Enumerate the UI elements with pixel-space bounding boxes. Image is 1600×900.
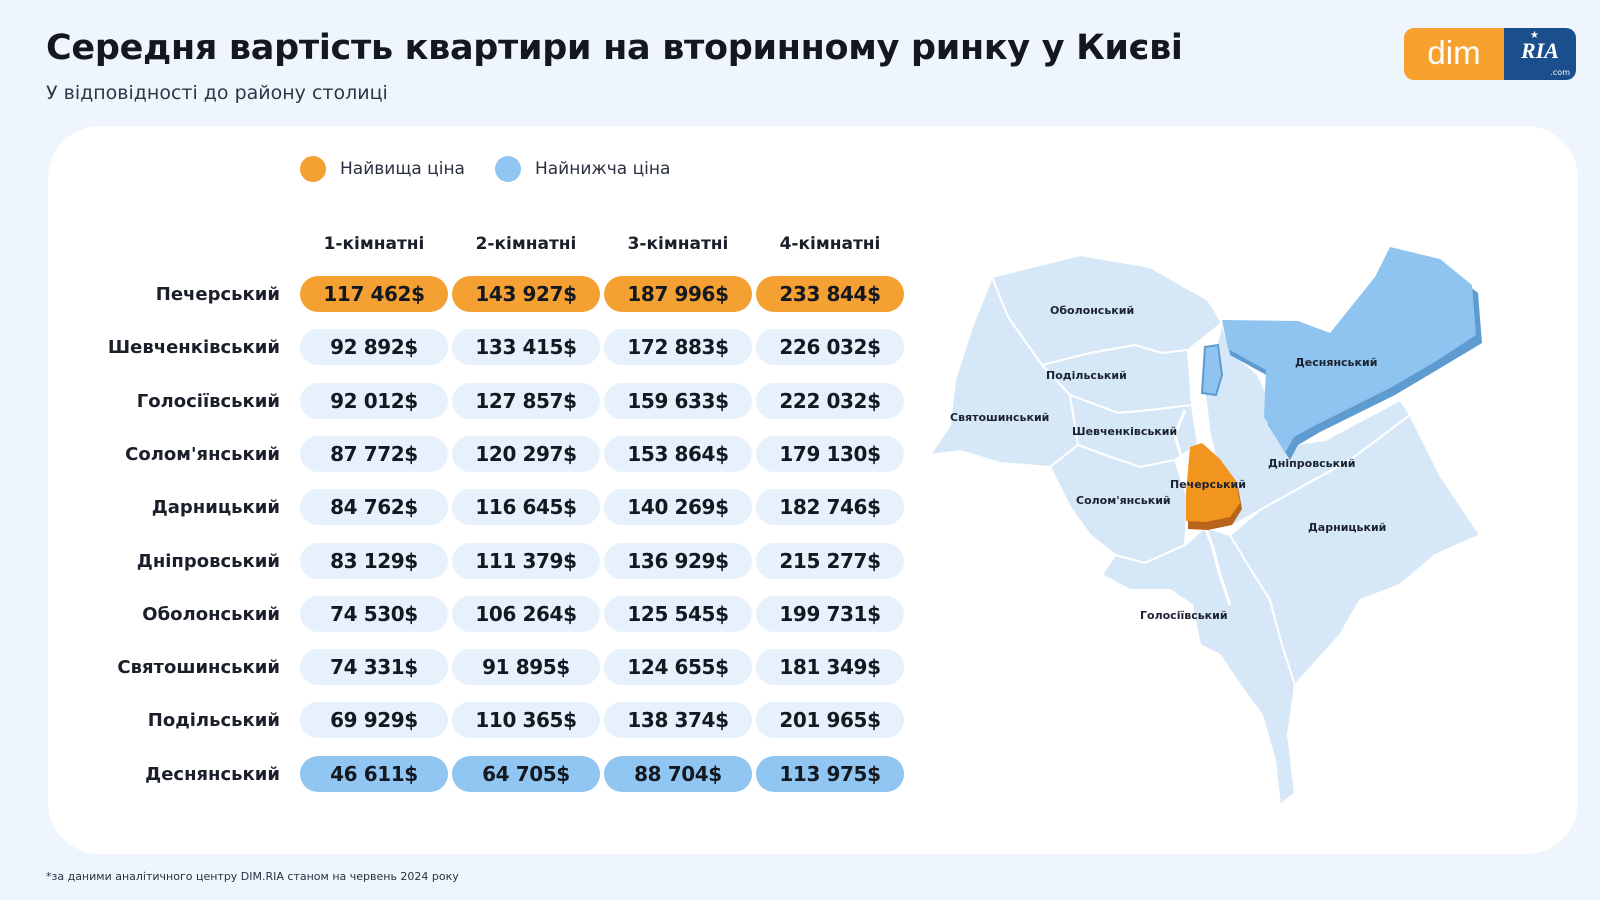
price-cell: 64 705$ bbox=[452, 756, 600, 792]
legend-highest-label: Найвища ціна bbox=[340, 159, 465, 179]
price-cell: 92 892$ bbox=[300, 329, 448, 365]
table-row: Деснянський 46 611$ 64 705$ 88 704$ 113 975$ bbox=[145, 756, 1210, 794]
price-cell: 222 032$ bbox=[756, 383, 904, 419]
logo-com-text: .com bbox=[1550, 68, 1570, 77]
price-cell: 124 655$ bbox=[604, 649, 752, 685]
district-label: Подільський bbox=[147, 710, 280, 731]
map-label-solomianskyi: Солом'янський bbox=[1076, 494, 1171, 507]
price-cell: 69 929$ bbox=[300, 702, 448, 738]
table-row: Святошинський 74 331$ 91 895$ 124 655$ 181 3… bbox=[117, 649, 1210, 687]
price-cell: 140 269$ bbox=[604, 489, 752, 525]
map-label-holosiivskyi: Голосіївський bbox=[1140, 609, 1228, 622]
price-cell: 159 633$ bbox=[604, 383, 752, 419]
price-cell: 87 772$ bbox=[300, 436, 448, 472]
table-row: Дарницький 84 762$ 116 645$ 140 269$ 182 746… bbox=[152, 489, 1210, 527]
legend-lowest-label: Найнижча ціна bbox=[534, 159, 671, 179]
price-cell: 74 331$ bbox=[300, 649, 448, 685]
map-label-darnytskyi: Дарницький bbox=[1308, 521, 1386, 534]
footnote: *за даними аналітичного центру DIM.RIA с… bbox=[46, 870, 459, 883]
price-cell: 136 929$ bbox=[604, 543, 752, 579]
table-row: Оболонський 74 530$ 106 264$ 125 545$ 199 73… bbox=[142, 596, 1210, 634]
dim-ria-logo[interactable]: dim ★ RIA .com bbox=[1404, 28, 1576, 80]
page-subtitle: У відповідності до району столиці bbox=[46, 82, 388, 104]
map-island bbox=[1200, 343, 1224, 397]
price-cell: 88 704$ bbox=[604, 756, 752, 792]
map-district-pecherskyi[interactable] bbox=[1186, 443, 1240, 522]
price-cell: 215 277$ bbox=[756, 543, 904, 579]
price-cell: 110 365$ bbox=[452, 702, 600, 738]
table-row: Солом'янський 87 772$ 120 297$ 153 864$ 179 … bbox=[125, 436, 1210, 474]
price-cell: 226 032$ bbox=[756, 329, 904, 365]
district-label: Оболонський bbox=[142, 604, 280, 625]
price-cell: 181 349$ bbox=[756, 649, 904, 685]
column-header: 2-кімнатні bbox=[475, 234, 577, 254]
map-district-desnianskyi[interactable] bbox=[1222, 247, 1476, 453]
price-cell: 46 611$ bbox=[300, 756, 448, 792]
column-header: 1-кімнатні bbox=[323, 234, 425, 254]
district-label: Святошинський bbox=[117, 657, 280, 678]
map-label-desnianskyi: Деснянський bbox=[1295, 356, 1377, 369]
table-row: Дніпровський 83 129$ 111 379$ 136 929$ 215 2… bbox=[137, 543, 1210, 581]
legend-highest-swatch bbox=[300, 156, 326, 182]
price-cell: 182 746$ bbox=[756, 489, 904, 525]
price-cell: 125 545$ bbox=[604, 596, 752, 632]
map-label-shevchenkivskyi: Шевченківський bbox=[1072, 425, 1177, 438]
column-header: 3-кімнатні bbox=[627, 234, 729, 254]
legend-lowest-swatch bbox=[494, 156, 521, 182]
legend-highest: Найвища ціна bbox=[300, 156, 465, 182]
table-row: Печерський 117 462$ 143 927$ 187 996$ 233 84… bbox=[156, 276, 1210, 314]
logo-ria: ★ RIA .com bbox=[1504, 28, 1576, 80]
price-cell: 233 844$ bbox=[756, 276, 904, 312]
logo-dim: dim bbox=[1404, 28, 1504, 80]
map-district-darnytskyi[interactable] bbox=[1228, 413, 1482, 687]
page-title: Середня вартість квартири на вторинному … bbox=[46, 28, 1183, 68]
kyiv-district-map: Оболонський Подільський Святошинський Ше… bbox=[930, 247, 1482, 807]
price-cell: 91 895$ bbox=[452, 649, 600, 685]
map-label-podilskyi: Подільський bbox=[1046, 369, 1127, 382]
map-label-dniprovskyi: Дніпровський bbox=[1268, 457, 1356, 470]
price-cell: 84 762$ bbox=[300, 489, 448, 525]
map-district-holosiivskyi[interactable] bbox=[1100, 525, 1297, 807]
table-row: Шевченківський 92 892$ 133 415$ 172 883$ 226… bbox=[108, 329, 1210, 367]
district-label: Солом'янський bbox=[125, 444, 280, 465]
district-label: Печерський bbox=[155, 284, 280, 305]
price-cell: 201 965$ bbox=[756, 702, 904, 738]
table-row: Подільський 69 929$ 110 365$ 138 374$ 201 96… bbox=[148, 702, 1210, 740]
price-cell: 116 645$ bbox=[452, 489, 600, 525]
district-label: Голосіївський bbox=[136, 391, 280, 412]
price-cell: 120 297$ bbox=[452, 436, 600, 472]
district-label: Дніпровський bbox=[136, 551, 280, 572]
legend: Найвища ціна Найнижча ціна bbox=[300, 156, 700, 182]
district-label: Шевченківський bbox=[107, 337, 280, 358]
logo-ria-text: RIA bbox=[1521, 38, 1559, 63]
legend-lowest: Найнижча ціна bbox=[494, 156, 671, 182]
price-cell: 179 130$ bbox=[756, 436, 904, 472]
price-cell: 127 857$ bbox=[452, 383, 600, 419]
table-row: Голосіївський 92 012$ 127 857$ 159 633$ 222 … bbox=[137, 383, 1210, 421]
price-cell: 153 864$ bbox=[604, 436, 752, 472]
price-cell: 143 927$ bbox=[452, 276, 600, 312]
price-cell: 113 975$ bbox=[756, 756, 904, 792]
price-cell: 83 129$ bbox=[300, 543, 448, 579]
price-cell: 106 264$ bbox=[452, 596, 600, 632]
price-cell: 199 731$ bbox=[756, 596, 904, 632]
district-label: Деснянський bbox=[145, 764, 280, 785]
district-label: Дарницький bbox=[151, 497, 280, 518]
price-cell: 92 012$ bbox=[300, 383, 448, 419]
price-cell: 74 530$ bbox=[300, 596, 448, 632]
price-cell: 187 996$ bbox=[604, 276, 752, 312]
column-header: 4-кімнатні bbox=[779, 234, 881, 254]
map-label-sviatoshynskyi: Святошинський bbox=[950, 411, 1049, 424]
price-cell: 133 415$ bbox=[452, 329, 600, 365]
price-cell: 111 379$ bbox=[452, 543, 600, 579]
map-label-pecherskyi: Печерський bbox=[1170, 478, 1246, 491]
map-label-obolonskyi: Оболонський bbox=[1050, 304, 1134, 317]
price-cell: 117 462$ bbox=[300, 276, 448, 312]
price-cell: 172 883$ bbox=[604, 329, 752, 365]
price-cell: 138 374$ bbox=[604, 702, 752, 738]
star-icon: ★ bbox=[1530, 30, 1539, 41]
